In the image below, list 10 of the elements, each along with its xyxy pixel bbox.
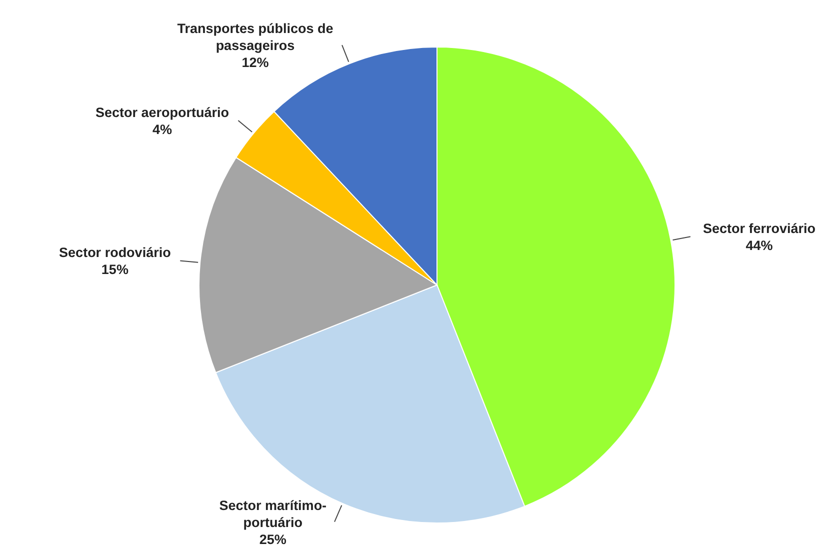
data-label: 12% (242, 54, 269, 70)
data-label: 4% (152, 122, 172, 137)
slice-label: Sector aeroportuário (95, 104, 229, 120)
slice-label: Sector ferroviário (702, 220, 816, 236)
slice-label: Sector marítimo-portuário (219, 497, 327, 530)
data-label: 15% (101, 262, 128, 277)
slice-label: Sector rodoviário (59, 244, 171, 260)
data-label: 25% (259, 531, 286, 546)
data-label: 44% (746, 238, 773, 253)
slice-label: Transportes públicos de passageiros (177, 20, 334, 53)
